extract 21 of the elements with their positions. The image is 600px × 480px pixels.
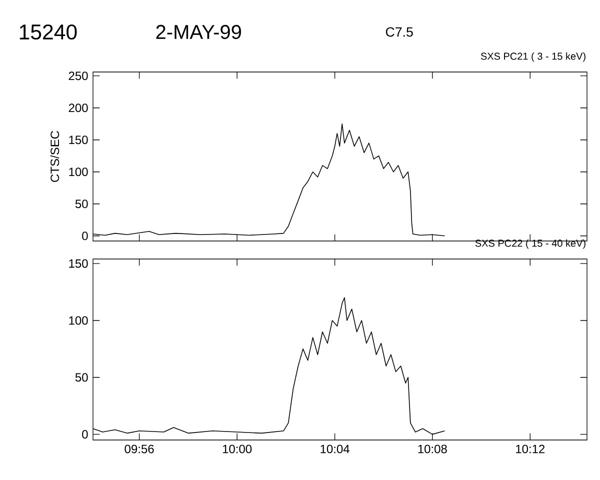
x-tick-label: 10:08	[418, 444, 447, 454]
x-tick-label: 10:04	[320, 444, 350, 454]
y-tick-label: 100	[69, 316, 88, 325]
y-tick-label: 250	[68, 72, 88, 80]
x-tick-label: 09:56	[124, 444, 154, 454]
text: C7.5	[386, 27, 413, 37]
text: 15240	[20, 24, 77, 40]
chart-title: SXS PC21 ( 3 - 15 keV)	[480, 52, 586, 62]
y-tick-label: 0	[82, 430, 88, 439]
x-tick-label: 10:00	[222, 444, 252, 454]
y-axis-title: CTS/SEC	[50, 130, 60, 182]
y-tick-label: 0	[82, 232, 88, 240]
y-tick-label: 50	[75, 200, 88, 208]
y-tick-label: 200	[68, 104, 88, 112]
y-tick-label: 150	[69, 136, 88, 144]
text: 2-MAY-99	[156, 24, 242, 40]
y-tick-label: 100	[69, 168, 88, 176]
x-tick-label: 10:12	[516, 444, 545, 454]
y-tick-label: 50	[75, 373, 88, 382]
chart-title: SXS PC22 ( 15 - 40 keV)	[475, 239, 586, 249]
y-tick-label: 150	[69, 259, 88, 268]
